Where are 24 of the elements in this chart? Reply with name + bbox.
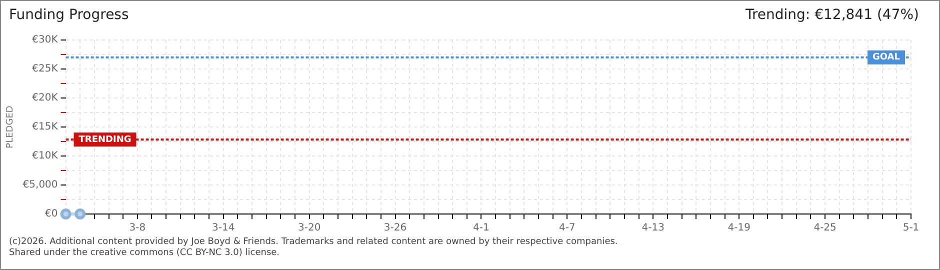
ref-line-label: GOAL <box>872 52 900 63</box>
ref-line-label: TRENDING <box>78 134 132 145</box>
chart-subtitle: Trending: €12,841 (47%) <box>745 7 919 25</box>
x-tick-label: 5-1 <box>902 222 920 234</box>
x-tick-label: 4-19 <box>728 222 750 234</box>
chart-title: Funding Progress <box>9 7 129 25</box>
y-tick-label: €20K <box>32 92 58 104</box>
y-tick-label: €10K <box>32 150 58 162</box>
y-tick-label: €15K <box>32 122 58 133</box>
y-tick-label: €5,000 <box>22 180 58 191</box>
y-tick-label: €25K <box>32 64 58 75</box>
x-tick-label: 3-14 <box>212 222 235 234</box>
x-tick-label: 3-20 <box>298 222 321 234</box>
x-tick-label: 4-25 <box>814 222 836 234</box>
y-axis-title: PLEDGED <box>6 106 16 148</box>
y-tick-label: €30K <box>32 34 58 46</box>
x-tick-label: 3-26 <box>384 222 407 234</box>
text: Shared under the creative commons (CC BY-NC 3.0) license. <box>9 248 281 259</box>
x-tick-label: 4-1 <box>473 222 490 234</box>
x-tick-label: 3-8 <box>129 222 146 234</box>
text: (c)2026. Additional content provided by Joe Boyd & Friends. Trademarks and related content are owned by their respective companies. <box>9 237 619 248</box>
x-tick-label: 4-13 <box>642 222 664 234</box>
y-tick-label: €0 <box>45 208 58 220</box>
x-tick-label: 4-7 <box>559 222 576 234</box>
